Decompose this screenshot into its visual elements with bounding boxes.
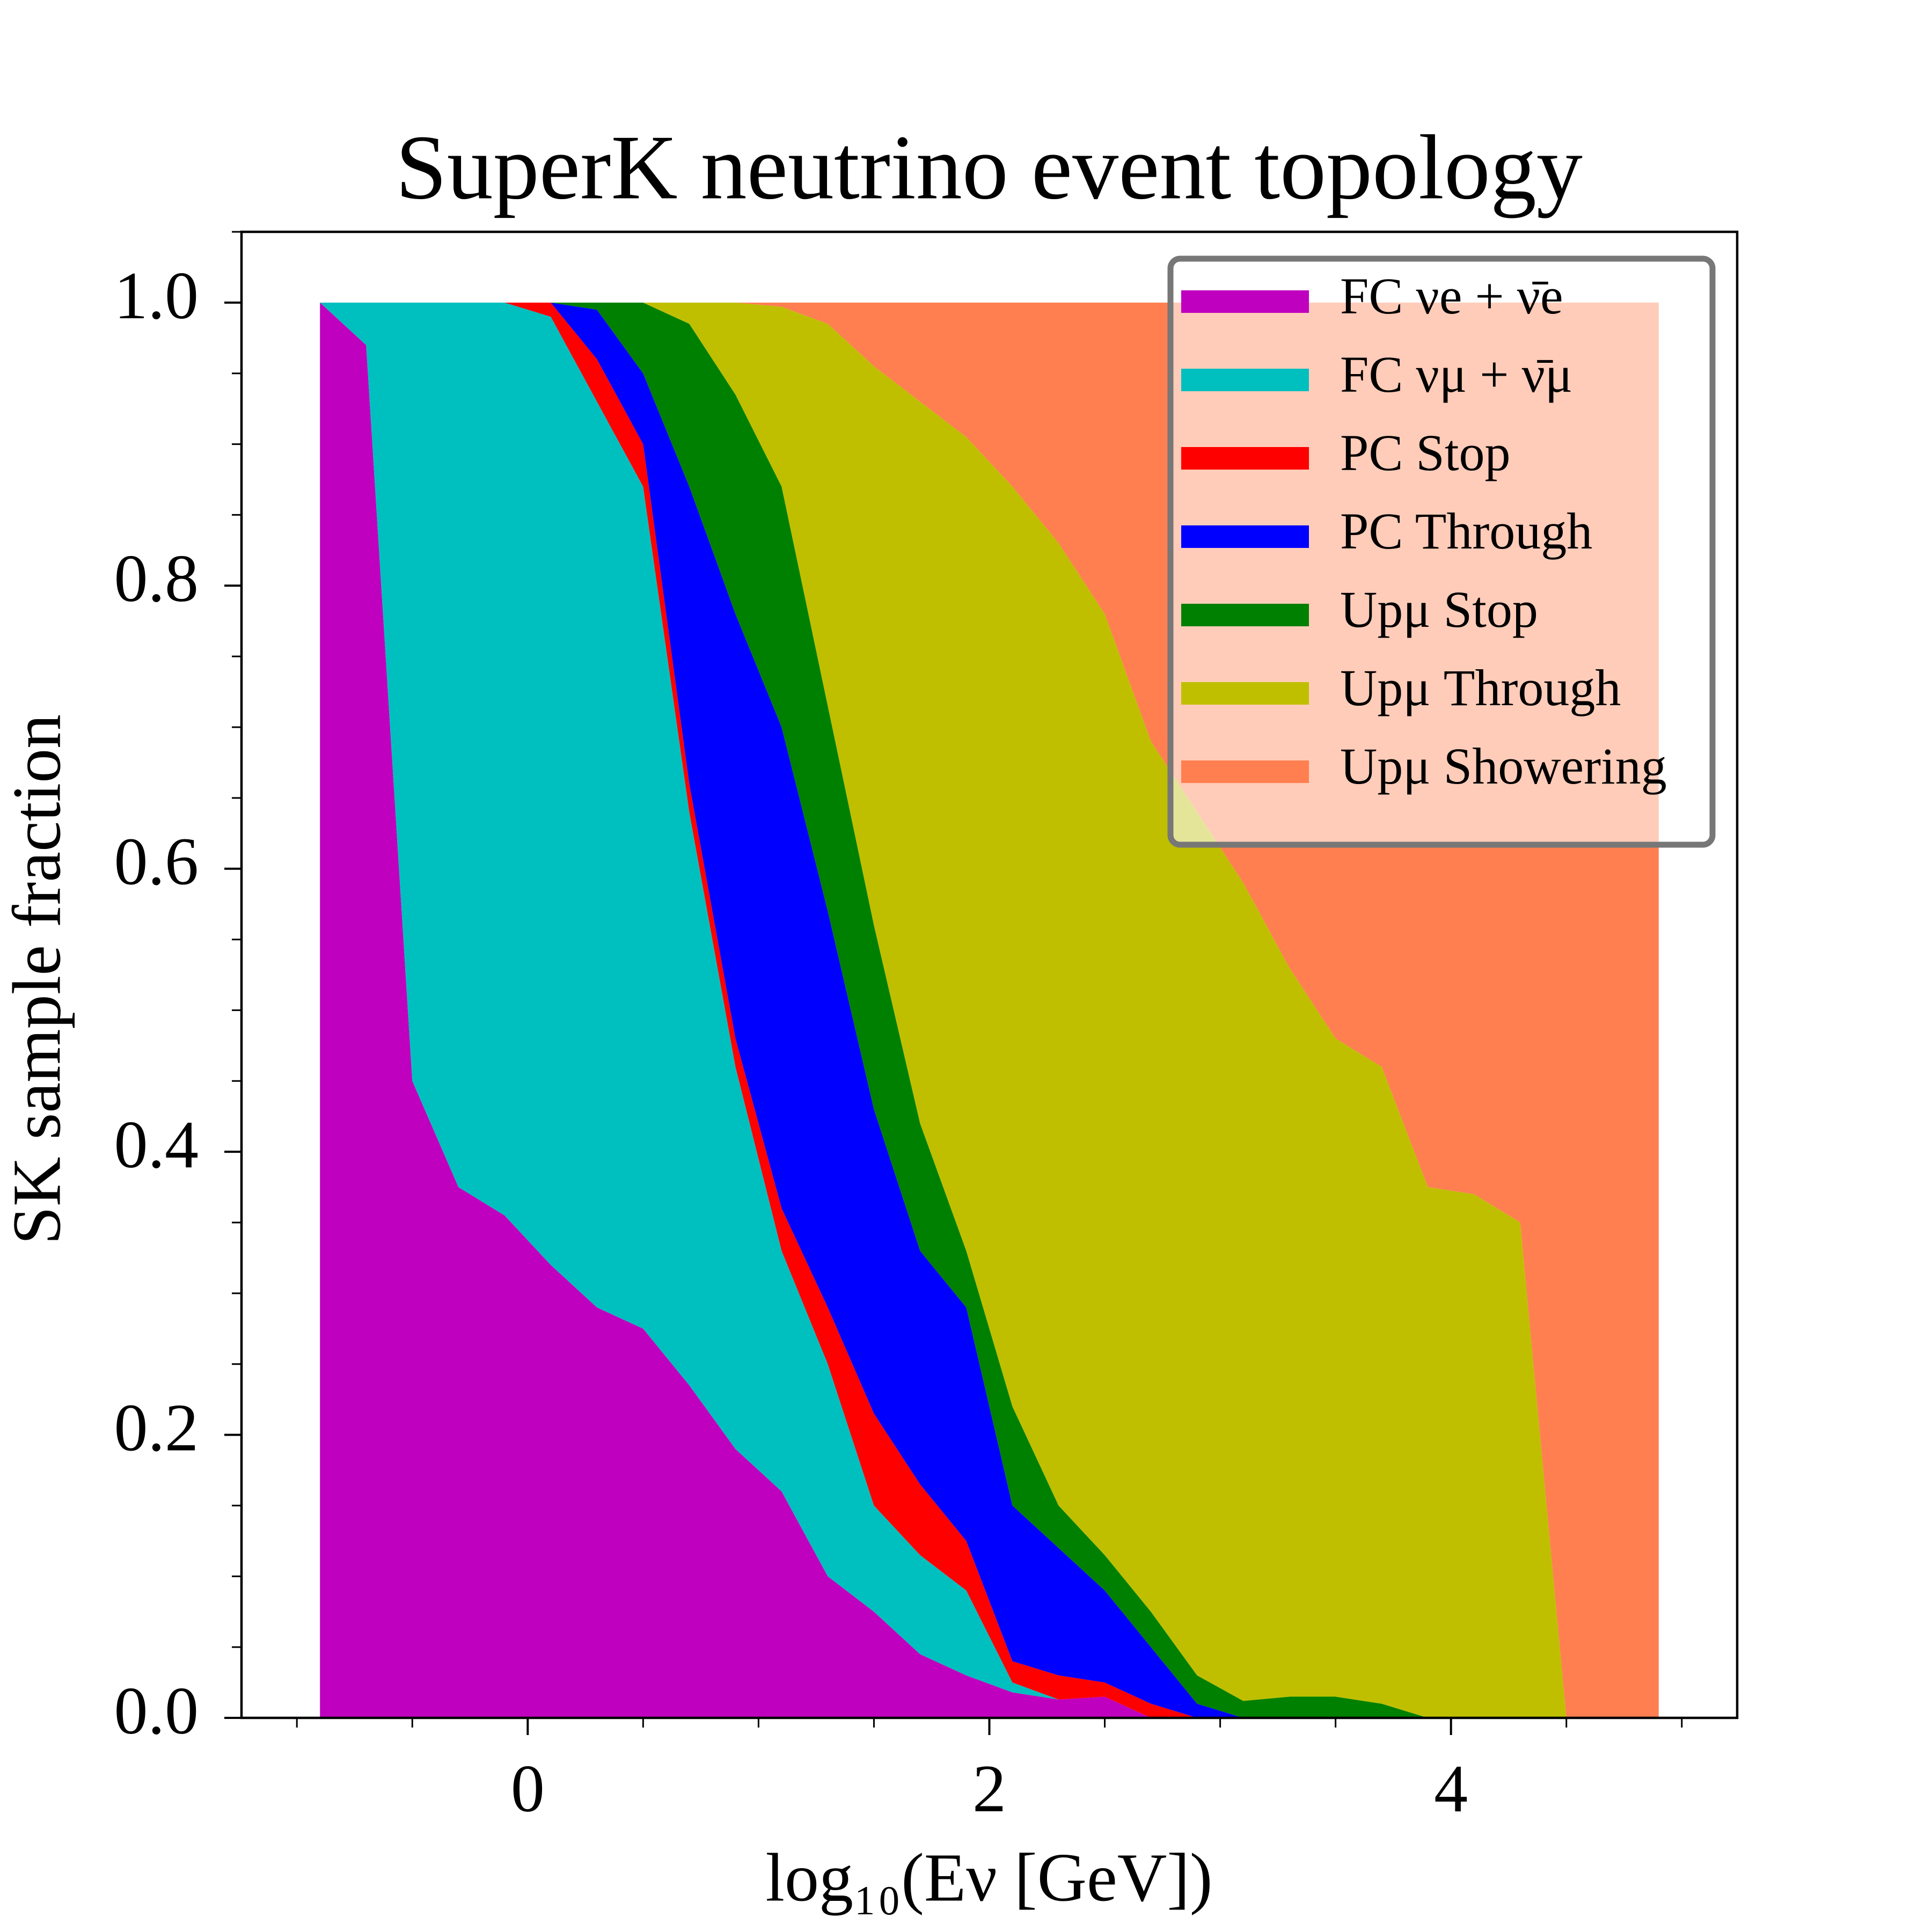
x-tick-label: 0 [511, 1752, 545, 1826]
axes: 0 2 4 0.0 0.2 0.4 0.6 0.8 1.0 [114, 230, 1739, 1826]
y-axis-label: SK sample fraction [0, 714, 75, 1245]
legend-label: Upμ Stop [1340, 581, 1538, 638]
x-tick-label: 2 [972, 1752, 1006, 1826]
legend-label: FC νμ + ν̄μ [1340, 346, 1572, 403]
x-tick-label: 4 [1434, 1752, 1468, 1826]
legend-swatch [1181, 760, 1309, 783]
legend-swatch [1181, 682, 1309, 705]
area [320, 302, 1659, 1718]
y-tick-label: 0.0 [114, 1674, 199, 1748]
legend-swatch [1181, 290, 1309, 313]
legend-label: FC νe + ν̄e [1340, 267, 1563, 325]
legend-swatch [1181, 369, 1309, 391]
x-axis-label: log₁₀(Eν [GeV]) [765, 1839, 1212, 1915]
y-tick-label: 0.6 [114, 825, 199, 899]
legend-swatch [1181, 447, 1309, 470]
y-tick-label: 1.0 [114, 259, 199, 333]
legend-label: Upμ Through [1340, 659, 1621, 716]
legend-swatch [1181, 525, 1309, 548]
area [320, 302, 1659, 1718]
area [320, 302, 1659, 1718]
legend-swatch [1181, 604, 1309, 626]
chart-title: SuperK neutrino event topology [396, 116, 1583, 218]
y-tick-label: 0.8 [114, 541, 199, 616]
legend-label: PC Stop [1340, 424, 1510, 481]
y-tick-label: 0.2 [114, 1391, 199, 1465]
legend-label: Upμ Showering [1340, 737, 1667, 795]
legend-label: PC Through [1340, 502, 1592, 560]
y-tick-label: 0.4 [114, 1108, 199, 1182]
area [320, 302, 1659, 1718]
legend: FC νe + ν̄e FC νμ + ν̄μ PC Stop PC Through U… [1167, 255, 1716, 848]
